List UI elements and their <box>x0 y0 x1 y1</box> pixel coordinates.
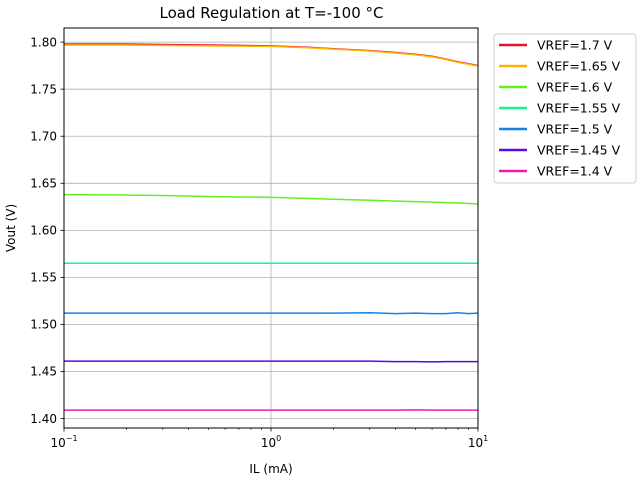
y-tick-label: 1.65 <box>30 176 57 190</box>
x-axis-label: IL (mA) <box>249 462 292 476</box>
legend-label-2: VREF=1.6 V <box>537 80 613 95</box>
series-line-1 <box>64 44 479 67</box>
x-tick-exponent: −1 <box>66 434 78 443</box>
x-tick-exponent: 1 <box>483 434 488 443</box>
x-tick-base: 10 <box>468 436 483 450</box>
x-tick-label: 101 <box>468 434 488 450</box>
legend-label-3: VREF=1.55 V <box>537 101 621 116</box>
series-line-4 <box>64 311 479 315</box>
legend-label-4: VREF=1.5 V <box>537 122 613 137</box>
x-tick-label: 10−1 <box>50 434 77 450</box>
legend-label-0: VREF=1.7 V <box>537 38 613 53</box>
y-tick-label: 1.60 <box>30 224 57 238</box>
x-tick-base: 10 <box>50 436 65 450</box>
chart-title: Load Regulation at T=-100 °C <box>160 4 384 22</box>
y-tick-label: 1.70 <box>30 129 57 143</box>
y-tick-label: 1.75 <box>30 82 57 96</box>
series-lines <box>63 43 479 411</box>
series-line-5 <box>64 360 478 363</box>
legend-label-5: VREF=1.45 V <box>537 143 621 158</box>
legend-box <box>493 33 637 184</box>
legend: VREF=1.7 V VREF=1.65 V VREF=1.6 V VREF=1.55… <box>493 33 637 184</box>
axis-ticks: 1.401.451.501.551.601.651.701.751.8010−1… <box>30 35 488 450</box>
y-tick-label: 1.50 <box>30 318 57 332</box>
x-tick-label: 100 <box>261 434 281 450</box>
y-tick-label: 1.80 <box>30 35 57 49</box>
x-tick-exponent: 0 <box>276 434 281 443</box>
y-axis-label: Vout (V) <box>4 204 18 252</box>
y-tick-label: 1.40 <box>30 412 57 426</box>
series-line-2 <box>63 193 479 205</box>
x-tick-base: 10 <box>261 436 276 450</box>
y-tick-label: 1.55 <box>30 271 57 285</box>
y-tick-label: 1.45 <box>30 365 57 379</box>
legend-label-1: VREF=1.65 V <box>537 59 621 74</box>
legend-label-6: VREF=1.4 V <box>537 164 613 179</box>
